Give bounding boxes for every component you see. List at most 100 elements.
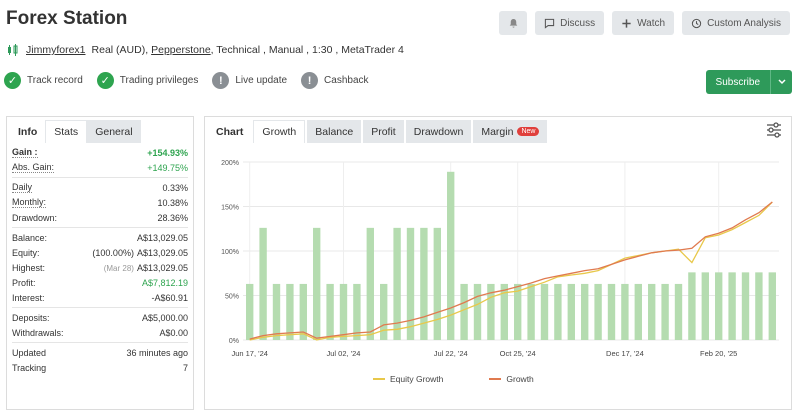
bar (487, 283, 495, 340)
tab-stats[interactable]: Stats (45, 120, 88, 143)
stat-row-abs-gain: Abs. Gain: +149.75% (12, 160, 188, 175)
x-tick-label: Jun 17, '24 (231, 349, 267, 358)
divider (12, 342, 188, 343)
bar (406, 227, 415, 340)
exclamation-icon: ! (301, 72, 319, 89)
user-link[interactable]: Jimmyforex1 (26, 44, 86, 56)
stat-row-profit: Profit: A$7,812.19 (12, 275, 188, 290)
stat-value: -A$60.91 (151, 292, 188, 303)
tab-chart[interactable]: Chart (208, 120, 252, 143)
notification-button[interactable] (499, 11, 528, 35)
legend-swatch (373, 378, 385, 380)
tab-margin[interactable]: Margin New (473, 120, 548, 143)
chevron-down-icon[interactable] (770, 70, 792, 94)
tab-info[interactable]: Info (10, 120, 46, 143)
new-badge: New (517, 127, 540, 136)
badge-cashback[interactable]: ! Cashback (301, 72, 369, 89)
badge-track-record[interactable]: ✓ Track record (4, 72, 83, 89)
stat-label: Updated (12, 347, 47, 358)
custom-analysis-button[interactable]: Custom Analysis (682, 11, 790, 35)
stat-value: +149.75% (147, 162, 188, 173)
legend-equity-growth[interactable]: Equity Growth (373, 374, 443, 384)
bar (339, 283, 348, 340)
bar (567, 283, 575, 340)
broker-link[interactable]: Pepperstone (151, 44, 211, 56)
legend-label: Equity Growth (390, 374, 444, 384)
bar (433, 227, 441, 340)
account-type: Real (AUD), (91, 44, 149, 56)
subscribe-button[interactable]: Subscribe (705, 70, 792, 94)
badge-label: Track record (27, 75, 83, 86)
tab-growth[interactable]: Growth (253, 120, 306, 143)
legend-growth[interactable]: Growth (489, 374, 534, 384)
watch-button[interactable]: Watch (612, 11, 675, 35)
tab-margin-label: Margin (481, 125, 514, 138)
equity-percent: (100.00%) (92, 247, 134, 258)
y-tick-label: 200% (221, 160, 239, 167)
bar (554, 283, 562, 340)
badge-label: Live update (235, 75, 288, 86)
stat-label: Withdrawals: (12, 327, 64, 338)
bar (648, 283, 656, 340)
chart-panel: Chart Growth Balance Profit Drawdown Mar… (204, 116, 792, 410)
bar (688, 272, 696, 340)
legend-swatch (489, 378, 502, 380)
stat-value: A$13,029.05 (136, 232, 188, 243)
stat-label: Interest: (12, 292, 45, 303)
bar (259, 227, 267, 340)
divider (12, 177, 188, 178)
stat-value: 36 minutes ago (126, 347, 188, 358)
bar (514, 283, 522, 340)
stat-value: A$0.00 (159, 327, 188, 338)
stat-label: Drawdown: (12, 212, 58, 223)
stat-row-monthly: Monthly: 10.38% (12, 195, 188, 210)
stat-value: A$13,029.05 (136, 247, 188, 258)
stat-label[interactable]: Gain : (12, 147, 38, 158)
stat-value: 7 (182, 362, 188, 373)
stat-row-interest: Interest: -A$60.91 (12, 290, 188, 305)
top-actions: Discuss Watch Custom Analysis (499, 11, 790, 35)
stat-label[interactable]: Abs. Gain: (12, 162, 55, 173)
tab-balance[interactable]: Balance (307, 120, 362, 143)
tab-profit[interactable]: Profit (363, 120, 404, 143)
page-title: Forex Station (6, 8, 128, 29)
discuss-button[interactable]: Discuss (535, 11, 605, 35)
watch-label: Watch (637, 17, 666, 29)
bar (447, 171, 455, 340)
x-tick-label: Oct 25, '24 (500, 349, 536, 358)
bar (500, 283, 508, 340)
bar (741, 272, 750, 340)
badge-trading-privileges[interactable]: ✓ Trading privileges (96, 72, 198, 89)
stat-row-gain: Gain : +154.93% (12, 145, 188, 160)
exclamation-icon: ! (212, 72, 230, 89)
account-details: , Technical , Manual , 1:30 , MetaTrader… (210, 44, 404, 56)
bar (594, 283, 602, 340)
plus-icon (622, 18, 631, 28)
chart-tabs: Chart Growth Balance Profit Drawdown Mar… (205, 117, 791, 143)
divider (12, 307, 188, 308)
highest-date: (Mar 28) (103, 263, 134, 273)
stat-label[interactable]: Monthly: (12, 197, 47, 208)
check-icon: ✓ (96, 72, 114, 89)
stat-value: 28.36% (157, 212, 188, 223)
y-tick-label: 0% (229, 338, 239, 345)
bar (326, 283, 334, 340)
stat-label[interactable]: Daily (12, 182, 33, 193)
tab-drawdown[interactable]: Drawdown (405, 120, 472, 143)
stat-row-deposits: Deposits: A$5,000.00 (12, 310, 188, 325)
filter-settings-icon[interactable] (765, 122, 783, 138)
badge-live-update[interactable]: ! Live update (212, 72, 287, 89)
bar (313, 227, 321, 340)
check-icon: ✓ (4, 72, 21, 89)
bar (393, 227, 401, 340)
stats-tabs: Info Stats General (7, 117, 193, 143)
bell-icon (509, 18, 517, 28)
bar (540, 283, 549, 340)
tab-general[interactable]: General (87, 120, 141, 143)
stat-row-highest: Highest: (Mar 28) A$13,029.05 (12, 260, 188, 275)
stat-row-daily: Daily 0.33% (12, 180, 188, 195)
stat-label: Profit: (12, 277, 36, 288)
x-tick-label: Feb 20, '25 (700, 349, 737, 358)
bar (420, 227, 428, 340)
stat-label: Balance: (12, 232, 48, 243)
